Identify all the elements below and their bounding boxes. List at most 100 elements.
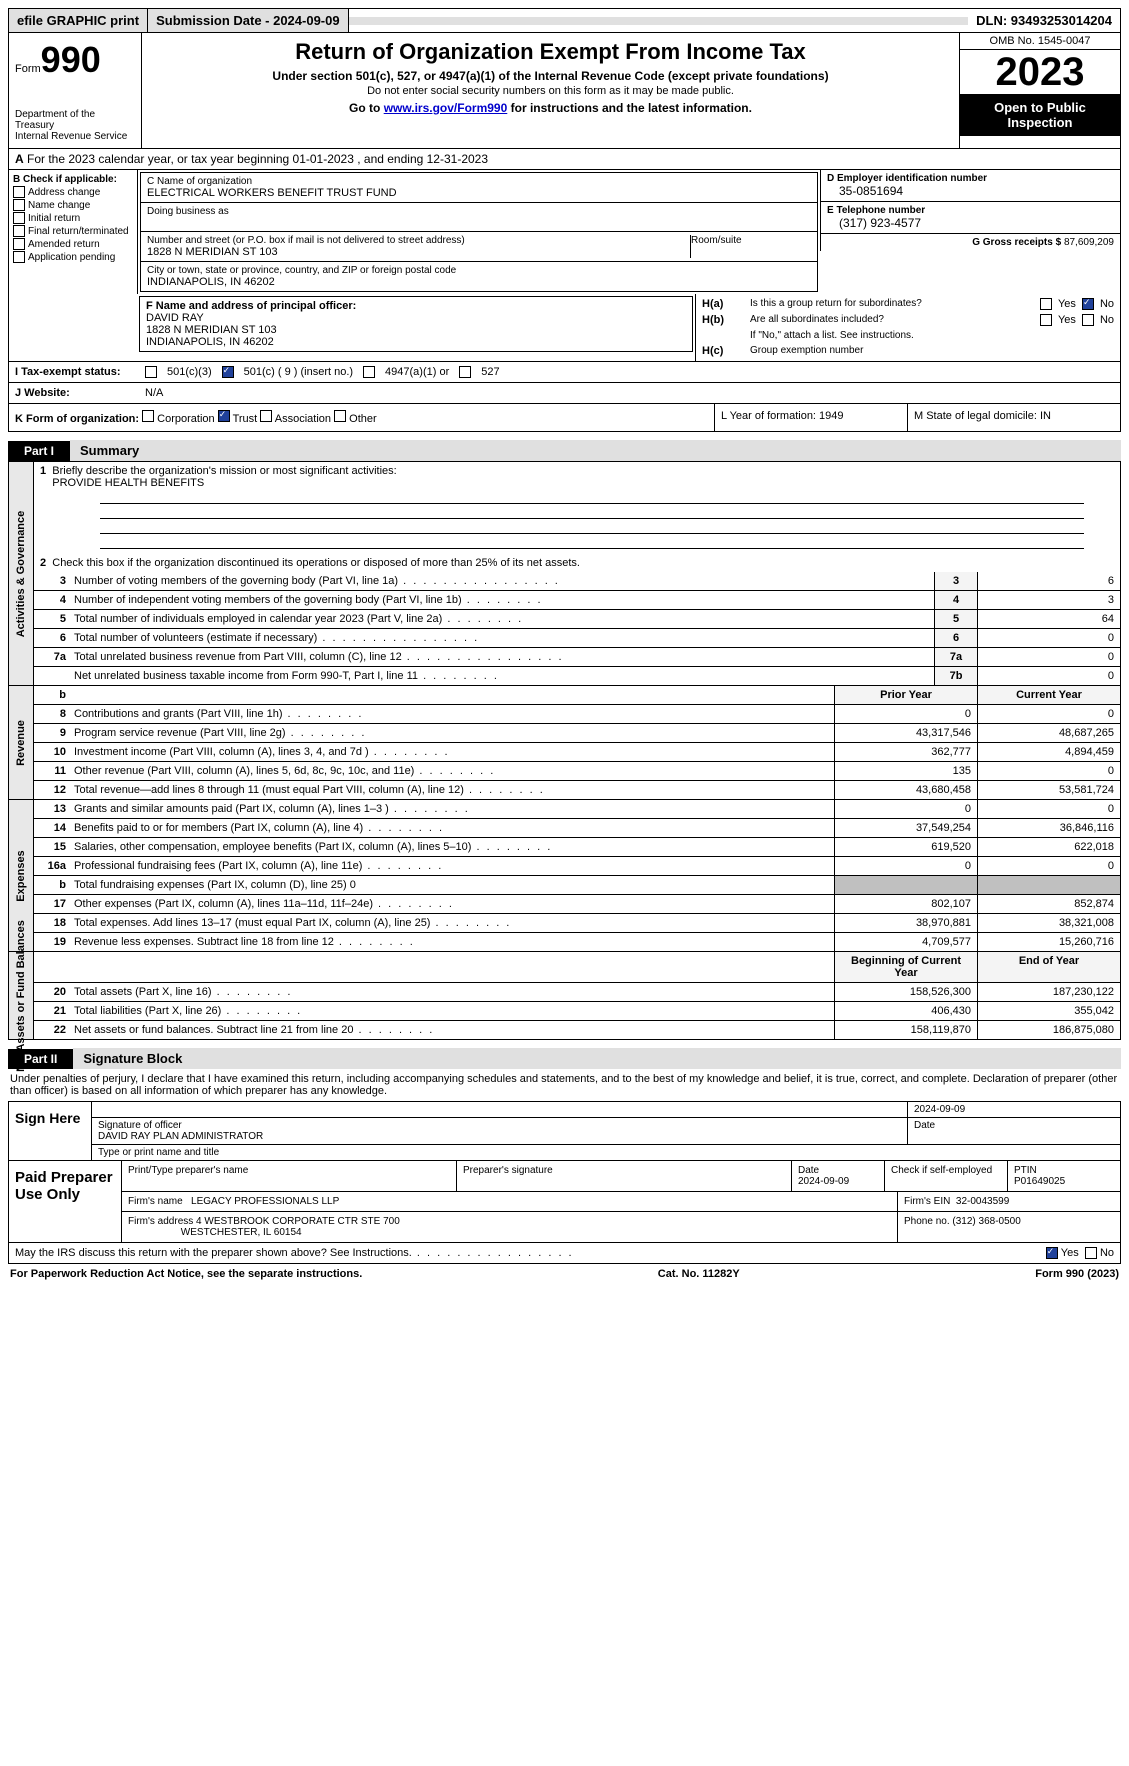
phone-label: E Telephone number (827, 205, 925, 216)
lbl-initial-return: Initial return (28, 213, 80, 224)
footer-right: Form 990 (2023) (1035, 1268, 1119, 1280)
table-row: 19Revenue less expenses. Subtract line 1… (34, 933, 1120, 951)
cb-application-pending[interactable] (13, 251, 25, 263)
ha-text: Is this a group return for subordinates? (746, 296, 1000, 312)
dba-label: Doing business as (147, 206, 229, 217)
row-curr: 38,321,008 (977, 914, 1120, 932)
discuss-no-lbl: No (1100, 1247, 1114, 1259)
cb-other[interactable] (334, 410, 346, 422)
hb-text: Are all subordinates included? (746, 312, 1000, 328)
ssn-note: Do not enter social security numbers on … (148, 85, 953, 97)
cb-ha-no[interactable] (1082, 298, 1094, 310)
row-prior: 362,777 (834, 743, 977, 761)
year-formation: L Year of formation: 1949 (715, 404, 908, 431)
row-curr: 622,018 (977, 838, 1120, 856)
officer-label: F Name and address of principal officer: (146, 300, 356, 312)
lbl-4947: 4947(a)(1) or (385, 366, 449, 378)
hc-text: Group exemption number (746, 343, 1118, 359)
row-prior: 43,317,546 (834, 724, 977, 742)
discuss-row: May the IRS discuss this return with the… (8, 1243, 1121, 1264)
prior-year-hdr: Prior Year (834, 686, 977, 704)
cb-amended-return[interactable] (13, 238, 25, 250)
row-prior: 158,526,300 (834, 983, 977, 1001)
org-name: ELECTRICAL WORKERS BENEFIT TRUST FUND (147, 187, 397, 199)
lbl-name-change: Name change (28, 200, 90, 211)
row-text: Benefits paid to or for members (Part IX… (70, 819, 834, 837)
goto-post: for instructions and the latest informat… (507, 101, 752, 115)
row-curr: 53,581,724 (977, 781, 1120, 799)
table-row: 9Program service revenue (Part VIII, lin… (34, 724, 1120, 743)
topbar: efile GRAPHIC print Submission Date - 20… (8, 8, 1121, 33)
cb-4947[interactable] (363, 366, 375, 378)
officer-name: DAVID RAY (146, 312, 204, 324)
cb-corporation[interactable] (142, 410, 154, 422)
cb-association[interactable] (260, 410, 272, 422)
cb-discuss-no[interactable] (1085, 1247, 1097, 1259)
row-text: Revenue less expenses. Subtract line 18 … (70, 933, 834, 951)
row-curr: 48,687,265 (977, 724, 1120, 742)
end-year-hdr: End of Year (977, 952, 1120, 982)
row-curr: 15,260,716 (977, 933, 1120, 951)
cb-final-return[interactable] (13, 225, 25, 237)
line7b-text: Net unrelated business taxable income fr… (70, 667, 934, 685)
officer-addr1: 1828 N MERIDIAN ST 103 (146, 324, 277, 336)
lbl-address-change: Address change (28, 187, 100, 198)
goto-pre: Go to (349, 101, 384, 115)
ptin-hdr: PTIN (1014, 1165, 1037, 1176)
hc-label: H(c) (698, 343, 746, 359)
cb-hb-no[interactable] (1082, 314, 1094, 326)
lbl-application-pending: Application pending (28, 252, 115, 263)
irs-form990-link[interactable]: www.irs.gov/Form990 (384, 101, 508, 115)
cb-address-change[interactable] (13, 186, 25, 198)
box-b: B Check if applicable: Address change Na… (9, 170, 138, 294)
cb-trust[interactable] (218, 410, 230, 422)
line6-val: 0 (977, 629, 1120, 647)
cb-hb-yes[interactable] (1040, 314, 1052, 326)
table-row: 11Other revenue (Part VIII, column (A), … (34, 762, 1120, 781)
cb-discuss-yes[interactable] (1046, 1247, 1058, 1259)
preparer-name-hdr: Print/Type preparer's name (122, 1161, 457, 1191)
dept-treasury: Department of the Treasury Internal Reve… (15, 109, 135, 142)
discuss-yes-lbl: Yes (1061, 1247, 1079, 1259)
table-row: 12Total revenue—add lines 8 through 11 (… (34, 781, 1120, 799)
table-row: 15Salaries, other compensation, employee… (34, 838, 1120, 857)
ha-yes-lbl: Yes (1058, 298, 1076, 310)
form-subtitle: Under section 501(c), 527, or 4947(a)(1)… (148, 69, 953, 83)
efile-print-button[interactable]: efile GRAPHIC print (9, 9, 148, 32)
firm-addr1: 4 WESTBROOK CORPORATE CTR STE 700 (196, 1216, 400, 1227)
part2-header: Part II Signature Block (8, 1048, 1121, 1069)
submission-date-label: Submission Date - 2024-09-09 (148, 9, 349, 32)
expenses-section: Expenses 13Grants and similar amounts pa… (8, 800, 1121, 952)
row-text: Contributions and grants (Part VIII, lin… (70, 705, 834, 723)
lbl-amended-return: Amended return (28, 239, 100, 250)
form-word: Form (15, 63, 41, 75)
lbl-final-return: Final return/terminated (28, 226, 129, 237)
table-row: 18Total expenses. Add lines 13–17 (must … (34, 914, 1120, 933)
row-prior: 0 (834, 800, 977, 818)
table-row: 10Investment income (Part VIII, column (… (34, 743, 1120, 762)
row-curr: 0 (977, 762, 1120, 780)
city-label: City or town, state or province, country… (147, 265, 456, 276)
state-domicile: M State of legal domicile: IN (908, 404, 1120, 431)
line4-val: 3 (977, 591, 1120, 609)
cb-527[interactable] (459, 366, 471, 378)
cb-ha-yes[interactable] (1040, 298, 1052, 310)
hb-yes-lbl: Yes (1058, 314, 1076, 326)
ha-no-lbl: No (1100, 298, 1114, 310)
cb-initial-return[interactable] (13, 212, 25, 224)
sig-date: 2024-09-09 (908, 1102, 1120, 1117)
cb-501c3[interactable] (145, 366, 157, 378)
cb-501c[interactable] (222, 366, 234, 378)
row-prior: 0 (834, 705, 977, 723)
part1-tag: Part I (8, 441, 70, 461)
phone-value: (317) 923-4577 (827, 216, 1114, 230)
line-a-tax-year: A For the 2023 calendar year, or tax yea… (8, 149, 1121, 170)
preparer-sig-hdr: Preparer's signature (457, 1161, 792, 1191)
perjury-declaration: Under penalties of perjury, I declare th… (8, 1069, 1121, 1101)
preparer-date: 2024-09-09 (798, 1176, 849, 1187)
row-prior: 43,680,458 (834, 781, 977, 799)
cb-name-change[interactable] (13, 199, 25, 211)
row-text: Investment income (Part VIII, column (A)… (70, 743, 834, 761)
row-text: Total assets (Part X, line 16) (70, 983, 834, 1001)
table-row: 13Grants and similar amounts paid (Part … (34, 800, 1120, 819)
